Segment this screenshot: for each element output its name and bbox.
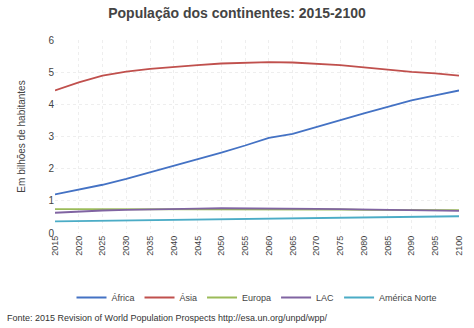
- svg-text:África: África: [112, 293, 135, 303]
- svg-text:2: 2: [48, 163, 54, 174]
- svg-text:3: 3: [48, 131, 54, 142]
- svg-text:Ásia: Ásia: [180, 293, 198, 303]
- svg-text:0: 0: [48, 228, 54, 239]
- svg-text:América Norte: América Norte: [379, 293, 437, 303]
- svg-text:2055: 2055: [240, 236, 250, 256]
- svg-text:2025: 2025: [97, 236, 107, 256]
- svg-text:2095: 2095: [430, 236, 440, 256]
- svg-text:2100: 2100: [454, 236, 464, 256]
- svg-text:2020: 2020: [74, 236, 84, 256]
- svg-text:2075: 2075: [335, 236, 345, 256]
- svg-text:2050: 2050: [216, 236, 226, 256]
- svg-text:LAC: LAC: [316, 293, 334, 303]
- svg-text:População dos continentes: 201: População dos continentes: 2015-2100: [108, 5, 366, 21]
- svg-text:2085: 2085: [383, 236, 393, 256]
- svg-text:2065: 2065: [288, 236, 298, 256]
- svg-text:2030: 2030: [121, 236, 131, 256]
- svg-text:Em bilhões de habitantes: Em bilhões de habitantes: [16, 80, 27, 192]
- svg-text:2060: 2060: [264, 236, 274, 256]
- svg-text:Europa: Europa: [242, 293, 271, 303]
- svg-text:4: 4: [48, 99, 54, 110]
- svg-text:6: 6: [48, 35, 54, 46]
- svg-text:1: 1: [48, 195, 54, 206]
- svg-text:2090: 2090: [406, 236, 416, 256]
- svg-text:5: 5: [48, 67, 54, 78]
- svg-text:2045: 2045: [193, 236, 203, 256]
- svg-text:2070: 2070: [311, 236, 321, 256]
- svg-text:2080: 2080: [359, 236, 369, 256]
- svg-text:2035: 2035: [145, 236, 155, 256]
- svg-text:2040: 2040: [169, 236, 179, 256]
- svg-text:Fonte: 2015 Revision of World: Fonte: 2015 Revision of World Population…: [7, 313, 328, 323]
- svg-text:2015: 2015: [50, 236, 60, 256]
